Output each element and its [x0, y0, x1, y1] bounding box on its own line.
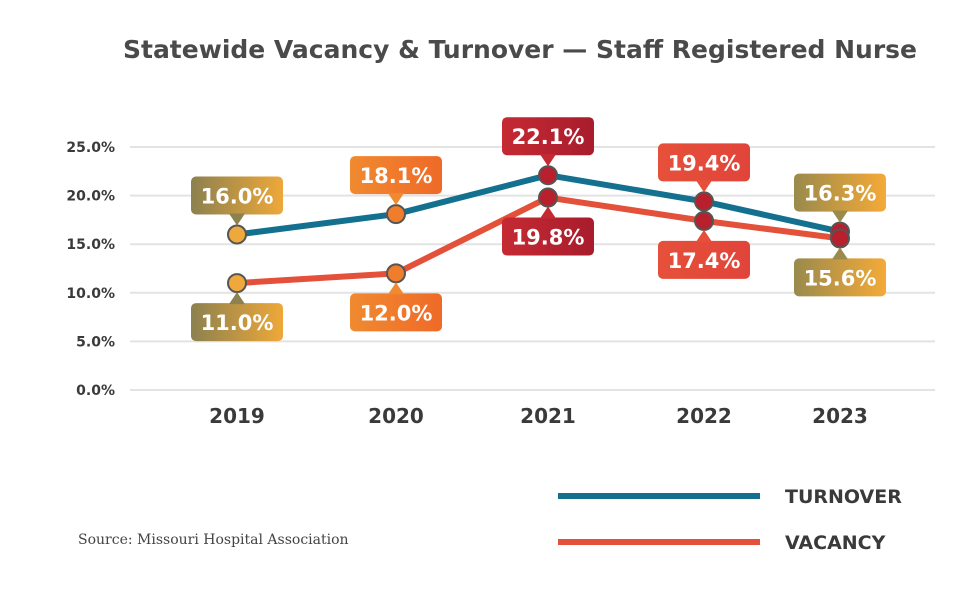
x-tick-label: 2021 [520, 404, 576, 428]
chart-title: Statewide Vacancy & Turnover — Staff Reg… [123, 35, 917, 64]
data-label-text: 15.6% [804, 266, 877, 290]
data-point [694, 210, 714, 231]
y-tick-label: 0.0% [76, 383, 115, 399]
data-label-text: 19.4% [668, 151, 741, 175]
data-label-text: 11.0% [201, 311, 274, 335]
data-label: 17.4% [658, 229, 750, 279]
data-label: 19.4% [658, 143, 750, 193]
data-label-text: 17.4% [668, 249, 741, 273]
y-tick-label: 25.0% [66, 140, 115, 156]
data-label: 16.0% [191, 176, 283, 226]
data-label-text: 19.8% [512, 226, 585, 250]
x-tick-label: 2020 [368, 404, 424, 428]
legend-label: TURNOVER [785, 486, 902, 508]
data-label-text: 16.0% [201, 184, 274, 208]
x-tick-label: 2023 [812, 404, 868, 428]
y-tick-label: 20.0% [66, 189, 115, 205]
data-point [538, 165, 558, 186]
data-label: 18.1% [350, 156, 442, 206]
x-tick-label: 2022 [676, 404, 732, 428]
data-label: 16.3% [794, 173, 886, 223]
data-point [694, 191, 714, 212]
legend-label: VACANCY [785, 532, 886, 554]
data-point [386, 204, 406, 225]
data-label-text: 18.1% [360, 164, 433, 188]
data-point [538, 187, 558, 208]
data-label: 15.6% [794, 247, 886, 297]
data-point [227, 273, 247, 294]
data-label: 11.0% [191, 292, 283, 342]
x-tick-label: 2019 [209, 404, 265, 428]
data-label: 12.0% [350, 282, 442, 332]
data-label-text: 12.0% [360, 301, 433, 325]
source-note: Source: Missouri Hospital Association [78, 532, 349, 548]
data-label-text: 22.1% [512, 125, 585, 149]
data-label: 19.8% [502, 206, 594, 256]
data-point [830, 228, 850, 249]
data-label-text: 16.3% [804, 182, 877, 206]
y-tick-label: 5.0% [76, 334, 115, 350]
y-tick-label: 15.0% [66, 237, 115, 253]
data-label: 22.1% [502, 117, 594, 167]
y-tick-label: 10.0% [66, 286, 115, 302]
data-point [386, 263, 406, 284]
data-point [227, 224, 247, 245]
